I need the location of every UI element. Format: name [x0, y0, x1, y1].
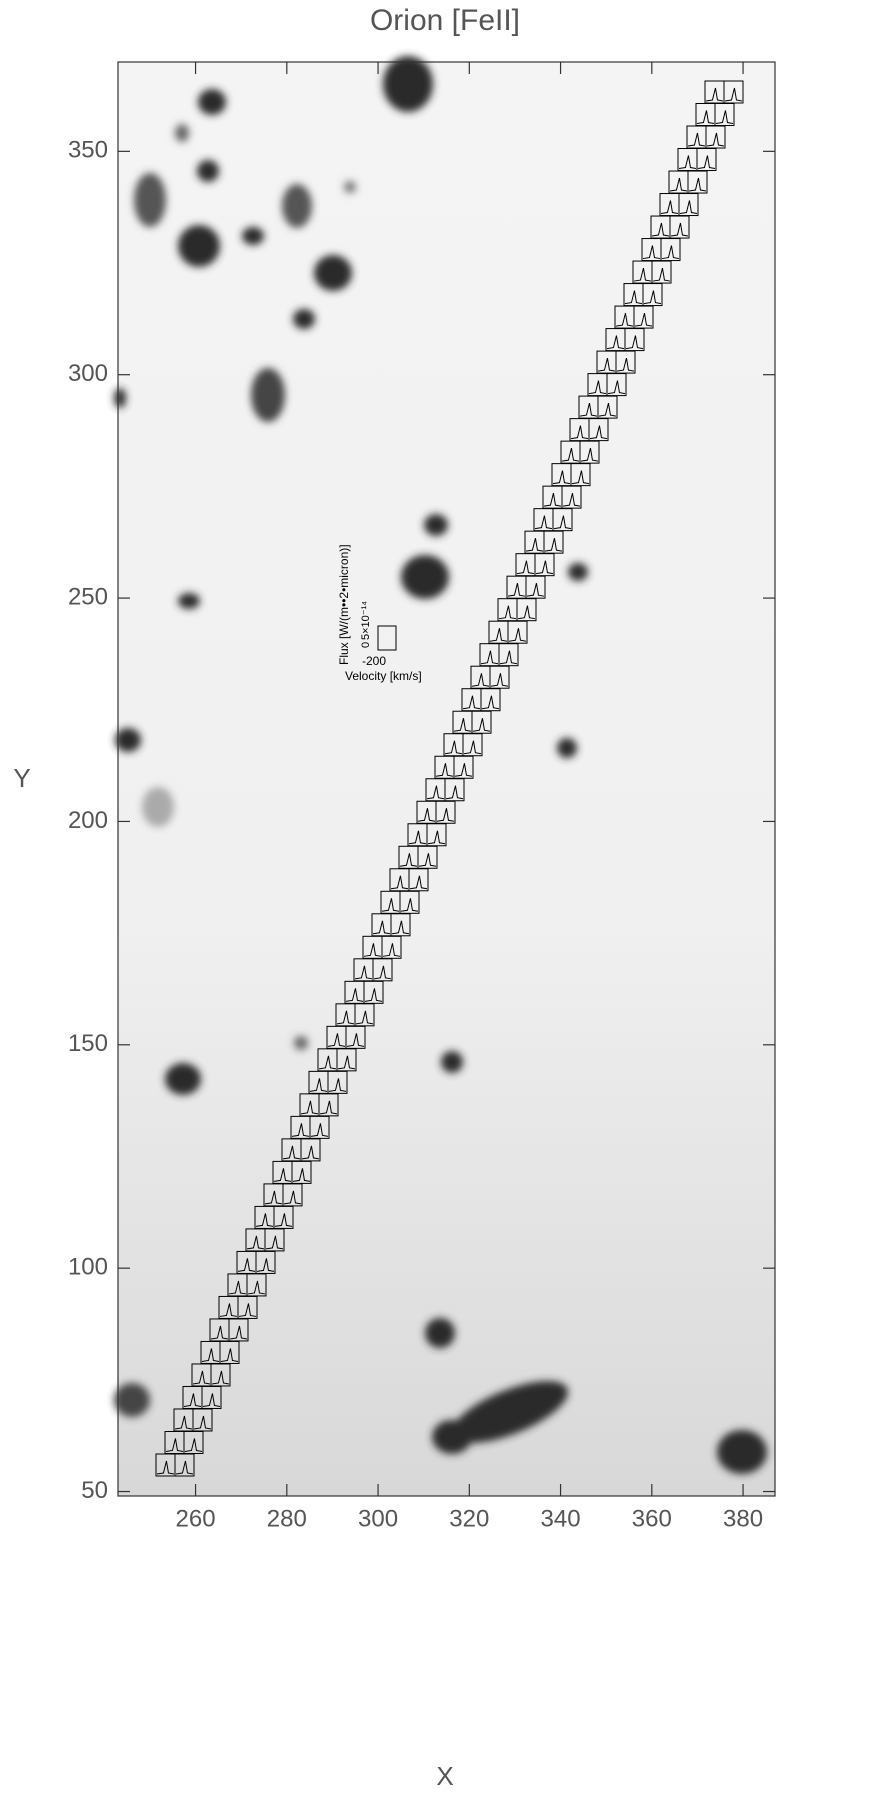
source [114, 1383, 150, 1417]
x-axis-label: X [436, 1761, 453, 1791]
source [293, 309, 315, 329]
source [178, 225, 220, 267]
source [401, 555, 449, 599]
x-tick-label: 340 [541, 1505, 581, 1532]
source [441, 1051, 463, 1073]
inset-x-label: Velocity [km/s] [345, 669, 422, 683]
y-tick-label: 100 [68, 1254, 108, 1281]
source [557, 738, 577, 758]
y-tick-label: 300 [68, 360, 108, 387]
source [314, 255, 352, 291]
source [178, 593, 200, 609]
source [175, 124, 189, 142]
source [717, 1430, 767, 1474]
y-tick-label: 200 [68, 807, 108, 834]
inset-x-tick: -200 [362, 654, 386, 668]
inset-y-tick: 0 [360, 642, 372, 648]
x-tick-label: 260 [176, 1505, 216, 1532]
source [165, 1063, 201, 1095]
source [344, 181, 356, 193]
source [282, 184, 312, 228]
inset-y-label: Flux [W/(m••2•micron)] [337, 544, 351, 665]
x-tick-label: 380 [723, 1505, 763, 1532]
source [251, 368, 285, 422]
source [134, 173, 166, 227]
source [242, 227, 264, 245]
source [383, 56, 433, 112]
source [114, 388, 126, 408]
y-tick-label: 350 [68, 137, 108, 164]
y-axis-label: Y [13, 763, 30, 793]
source [142, 787, 174, 827]
y-tick-label: 150 [68, 1030, 108, 1057]
x-tick-label: 280 [267, 1505, 307, 1532]
source [294, 1036, 308, 1050]
x-tick-label: 360 [632, 1505, 672, 1532]
x-tick-label: 320 [449, 1505, 489, 1532]
source [425, 1318, 455, 1348]
source [424, 514, 448, 536]
chart: Orion [FeII] X Y Flux [W/(m••2•micron)] … [0, 0, 888, 1796]
source [568, 563, 588, 581]
chart-title: Orion [FeII] [370, 4, 520, 37]
y-tick-label: 50 [81, 1477, 108, 1504]
source [115, 728, 141, 752]
source [197, 160, 219, 182]
y-tick-label: 250 [68, 583, 108, 610]
x-tick-label: 300 [358, 1505, 398, 1532]
source [198, 89, 226, 115]
inset-y-tick: 5×10⁻¹⁴ [360, 601, 372, 640]
